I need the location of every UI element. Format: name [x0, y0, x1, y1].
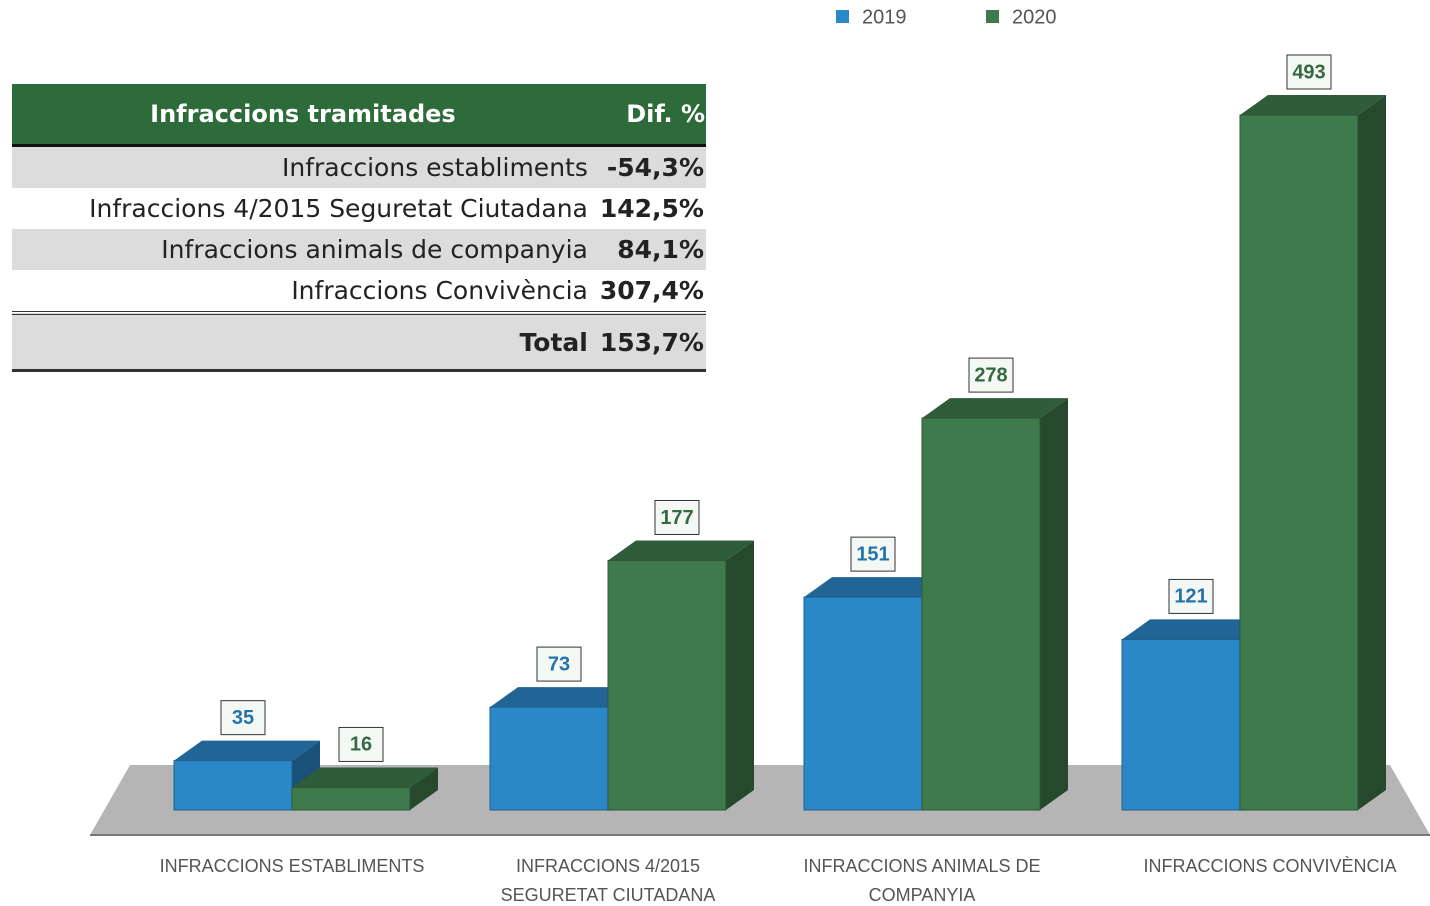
header-cell: Dif. % — [593, 84, 706, 147]
row-value: 84,1% — [593, 229, 706, 270]
bar — [607, 540, 754, 811]
data-label-box — [536, 646, 582, 682]
bar-top — [174, 740, 320, 761]
bar-top — [804, 577, 950, 598]
bar — [921, 398, 1068, 811]
data-label-box — [1286, 54, 1332, 90]
bar-front — [291, 786, 411, 811]
row-value: 307,4% — [599, 276, 704, 305]
legend-swatch — [836, 10, 849, 23]
data-label: 151 — [856, 543, 889, 565]
data-label: 121 — [1174, 586, 1207, 608]
bar-side — [726, 540, 754, 810]
row-label: Infraccions animals de companyia — [12, 229, 594, 270]
bar-front — [173, 760, 293, 811]
row-label: Infraccions 4/2015 Seguretat Ciutadana — [89, 194, 588, 223]
legend-swatch — [986, 10, 999, 23]
x-tick-label: INFRACCIONS ESTABLIMENTS — [159, 856, 425, 876]
data-label: 177 — [660, 507, 693, 529]
bar-side — [1358, 95, 1386, 810]
bar-front — [607, 559, 727, 811]
bar-front — [921, 417, 1041, 811]
total-label: Total — [12, 311, 594, 372]
total-value: 153,7% — [593, 311, 706, 372]
bar-top — [490, 687, 636, 708]
bar-top — [1240, 95, 1386, 115]
data-label: 493 — [1292, 61, 1325, 83]
x-tick-label: INFRACCIONS 4/2015 SEGURETAT CIUTADANA — [500, 856, 716, 905]
summary-table: Infraccions tramitades Dif. % Infraccions… — [12, 84, 706, 372]
bar-front — [803, 596, 923, 811]
legend-label: 2019 — [862, 6, 907, 28]
data-label: 16 — [350, 734, 372, 756]
x-tick-label: INFRACCIONS CONVIVÈNCIA — [1143, 856, 1397, 876]
data-label-box — [654, 499, 700, 535]
data-label-box — [850, 536, 896, 572]
bar-front — [489, 706, 609, 811]
bar-front — [1121, 638, 1241, 811]
bar-top — [608, 540, 754, 561]
bar — [291, 767, 438, 811]
data-label-box — [220, 700, 266, 736]
bar-side — [1040, 398, 1068, 810]
data-label-box — [1168, 578, 1214, 614]
data-label: 278 — [974, 364, 1007, 386]
bar-side — [410, 767, 438, 810]
row-label: Infraccions Convivència — [291, 276, 588, 305]
x-tick-label: INFRACCIONS ANIMALS DE COMPANYIA — [803, 856, 1041, 905]
data-label: 35 — [232, 707, 254, 729]
header-cell: Infraccions tramitades — [12, 84, 594, 147]
row-value: 142,5% — [599, 194, 704, 223]
row-value: -54,3% — [593, 145, 706, 188]
bar — [1239, 95, 1386, 811]
legend-label: 2020 — [1012, 6, 1057, 28]
data-label-box — [338, 726, 384, 762]
data-label: 73 — [548, 653, 570, 675]
bar-top — [292, 767, 438, 788]
data-label-box — [968, 357, 1014, 393]
bar-top — [922, 398, 1068, 419]
row-label: Infraccions establiments — [12, 145, 594, 188]
bar-top — [1122, 619, 1268, 640]
bar-front — [1239, 114, 1359, 811]
